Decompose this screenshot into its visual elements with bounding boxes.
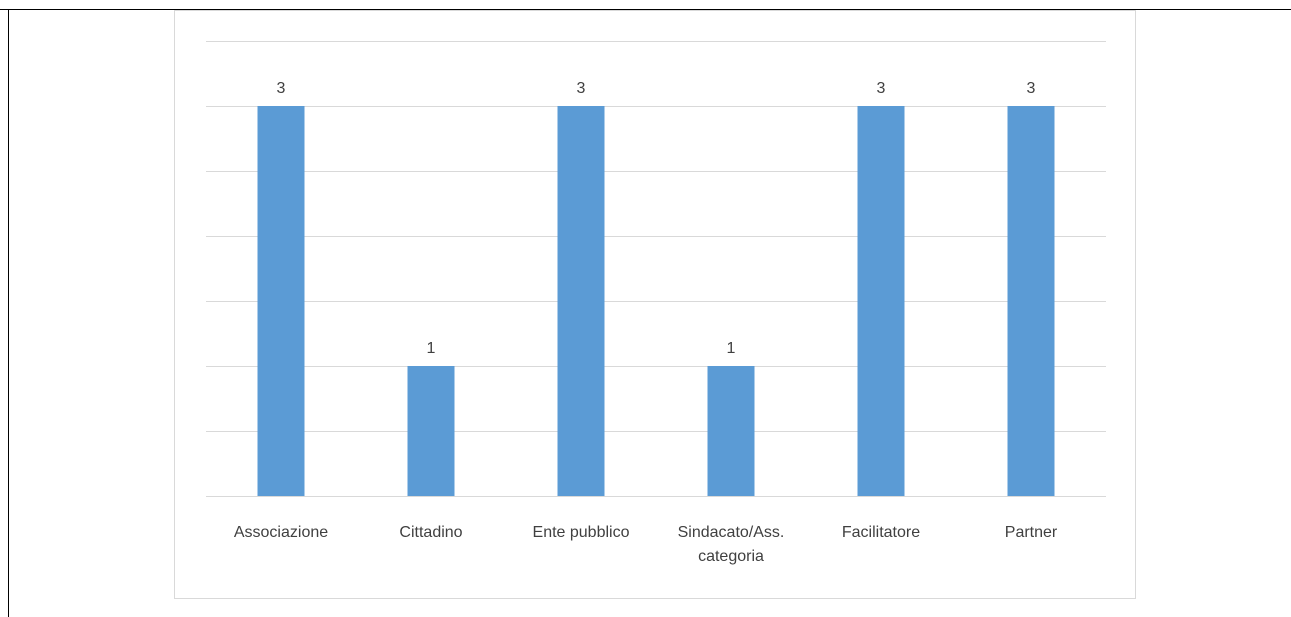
category-tick-label: Associazione — [234, 524, 328, 541]
bar — [557, 106, 605, 496]
bars — [257, 106, 1055, 496]
data-labels: 3 1 3 1 3 3 — [277, 80, 1036, 357]
bar — [1007, 106, 1055, 496]
category-tick-label: Facilitatore — [842, 524, 920, 541]
category-tick-label: Sindacato/Ass. — [678, 524, 785, 541]
data-label: 1 — [427, 340, 436, 357]
bar — [857, 106, 905, 496]
category-axis: Associazione Cittadino Ente pubblico Sindac… — [234, 524, 1058, 565]
chart-area: 3 1 3 1 3 3 Associazione Cittadino Ente pubblic… — [174, 10, 1136, 599]
category-tick-label: Cittadino — [399, 524, 462, 541]
category-tick-label: Ente pubblico — [533, 524, 630, 541]
data-label: 1 — [727, 340, 736, 357]
page-left-rule — [8, 9, 9, 617]
bar — [707, 366, 755, 496]
data-label: 3 — [577, 80, 586, 97]
gridlines — [206, 41, 1106, 497]
page-top-rule — [0, 9, 1291, 10]
category-tick-label: Partner — [1005, 524, 1058, 541]
bar-chart: 3 1 3 1 3 3 Associazione Cittadino Ente pubblic… — [206, 41, 1106, 565]
data-label: 3 — [1027, 80, 1036, 97]
bar — [257, 106, 305, 496]
data-label: 3 — [877, 80, 886, 97]
data-label: 3 — [277, 80, 286, 97]
category-tick-label: categoria — [698, 548, 764, 565]
bar — [407, 366, 455, 496]
